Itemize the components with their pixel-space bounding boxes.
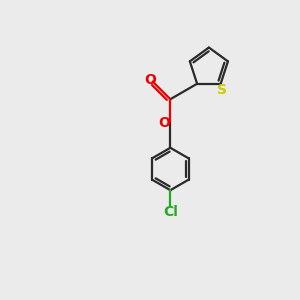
Text: Cl: Cl [163,205,178,219]
Text: O: O [158,116,170,130]
Text: O: O [144,73,156,87]
Text: S: S [217,83,227,97]
